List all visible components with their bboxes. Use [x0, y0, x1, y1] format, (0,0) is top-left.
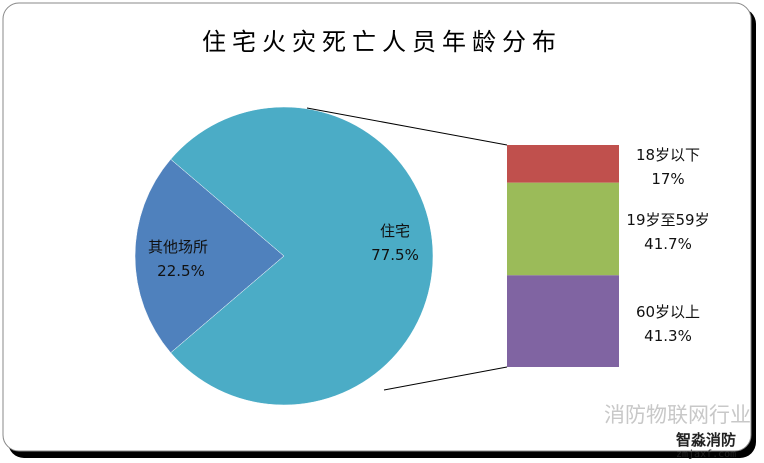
bar-segment-value: 41.3%: [644, 327, 692, 345]
pie-slice-label: 住宅: [380, 222, 410, 240]
bar-segment-label: 19岁至59岁: [626, 211, 709, 229]
watermark-text: 消防物联网行业: [604, 403, 751, 427]
bar-segment-label: 60岁以上: [636, 303, 700, 321]
stacked-bar: [306, 107, 619, 391]
pie-slice-value: 22.5%: [157, 262, 205, 280]
pie-slice-label: 其他场所: [148, 238, 208, 256]
bar-segment: [507, 145, 619, 183]
connector-line-bottom: [383, 366, 508, 391]
watermark-url: zmjaxf.com: [676, 449, 737, 460]
bar-segment: [507, 182, 619, 276]
bar-segment: [507, 275, 619, 367]
pie-slice: [170, 106, 434, 406]
bar-segment-label: 18岁以下: [636, 146, 700, 164]
watermark-logo-text: 智淼消防: [676, 431, 737, 449]
chart-title: 住宅火灾死亡人员年龄分布: [202, 28, 562, 56]
labels: 其他场所 22.5% 住宅 77.5% 18岁以下 17% 19岁至59岁 41.7% 60岁以…: [148, 146, 710, 345]
pie-slice: [134, 158, 285, 354]
connector-line-top: [306, 107, 508, 146]
bar-segment-value: 17%: [651, 170, 684, 188]
pie: [134, 106, 434, 406]
bar-segment-value: 41.7%: [644, 235, 692, 253]
pie-slice-value: 77.5%: [371, 246, 419, 264]
